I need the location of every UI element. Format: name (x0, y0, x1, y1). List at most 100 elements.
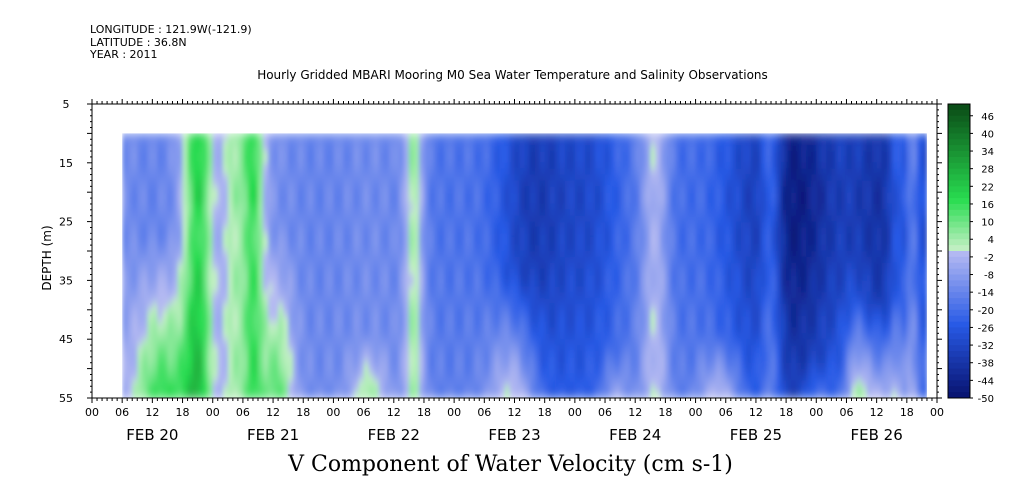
heatmap-cell (645, 362, 651, 370)
heatmap-cell (418, 151, 425, 158)
heatmap-cell (132, 168, 138, 176)
heatmap-cell (368, 350, 375, 358)
heatmap-cell (152, 221, 158, 229)
heatmap-cell (247, 251, 254, 258)
heatmap-cell (434, 233, 440, 240)
heatmap-cell (308, 350, 314, 358)
heatmap-cell (559, 233, 566, 240)
heatmap-cell (559, 192, 566, 199)
heatmap-cell (454, 356, 460, 364)
heatmap-cell (232, 374, 239, 381)
heatmap-cell (293, 345, 299, 352)
heatmap-cell (122, 139, 128, 146)
heatmap-cell (308, 145, 314, 152)
heatmap-cell (313, 339, 319, 346)
heatmap-cell (227, 233, 234, 240)
heatmap-cell (283, 221, 289, 229)
heatmap-cell (484, 350, 490, 358)
heatmap-cell (600, 392, 606, 398)
heatmap-cell (524, 203, 531, 211)
heatmap-cell (212, 280, 219, 287)
heatmap-cell (373, 380, 380, 387)
heatmap-cell (469, 174, 475, 182)
heatmap-cell (499, 362, 506, 370)
heatmap-cell (343, 303, 350, 311)
heatmap-cell (398, 286, 405, 293)
heatmap-cell (172, 209, 179, 217)
heatmap-cell (348, 156, 355, 164)
heatmap-cell (403, 386, 410, 393)
heatmap-cell (499, 256, 506, 264)
heatmap-cell (242, 151, 249, 158)
heatmap-cell (554, 139, 561, 146)
heatmap-cell (348, 345, 355, 352)
heatmap-cell (534, 327, 541, 334)
heatmap-cell (444, 280, 450, 287)
heatmap-cell (278, 315, 284, 323)
heatmap-cell (242, 303, 249, 311)
heatmap-cell (283, 380, 289, 387)
heatmap-cell (449, 315, 455, 323)
heatmap-cell (127, 356, 133, 364)
heatmap-cell (182, 268, 189, 276)
heatmap-cell (132, 174, 138, 182)
heatmap-cell (217, 156, 224, 164)
heatmap-cell (413, 362, 420, 370)
heatmap-cell (439, 203, 445, 211)
heatmap-cell (519, 333, 526, 340)
heatmap-cell (278, 139, 284, 146)
heatmap-cell (122, 345, 128, 352)
heatmap-cell (650, 180, 656, 187)
heatmap-cell (554, 303, 561, 311)
heatmap-cell (313, 186, 319, 193)
heatmap-cell (313, 368, 319, 376)
heatmap-cell (645, 386, 651, 393)
heatmap-cell (449, 192, 455, 199)
heatmap-cell (127, 280, 133, 287)
heatmap-cell (635, 339, 641, 346)
heatmap-cell (207, 198, 214, 205)
heatmap-cell (343, 162, 350, 170)
heatmap-cell (197, 345, 204, 352)
heatmap-cell (388, 292, 395, 299)
heatmap-cell (247, 227, 254, 234)
heatmap-cell (408, 139, 415, 146)
heatmap-cell (499, 368, 506, 376)
heatmap-cell (569, 262, 576, 270)
heatmap-cell (574, 280, 581, 287)
heatmap-cell (137, 298, 143, 305)
heatmap-cell (187, 209, 194, 217)
heatmap-cell (268, 362, 274, 370)
heatmap-cell (182, 156, 189, 164)
heatmap-cell (650, 168, 656, 176)
heatmap-cell (499, 321, 506, 329)
heatmap-cell (594, 145, 601, 152)
heatmap-cell (303, 309, 309, 317)
heatmap-cell (499, 303, 506, 311)
heatmap-cell (524, 327, 531, 334)
heatmap-cell (152, 209, 158, 217)
heatmap-cell (328, 292, 335, 299)
heatmap-cell (237, 386, 244, 393)
heatmap-cell (439, 233, 445, 240)
heatmap-cell (167, 251, 174, 258)
heatmap-cell (288, 245, 294, 252)
heatmap-cell (600, 256, 606, 264)
heatmap-cell (635, 203, 641, 211)
heatmap-cell (655, 174, 661, 182)
heatmap-cell (423, 245, 430, 252)
heatmap-cell (293, 262, 299, 270)
heatmap-cell (449, 303, 455, 311)
heatmap-cell (439, 251, 445, 258)
heatmap-cell (579, 239, 586, 246)
heatmap-cell (232, 356, 239, 364)
heatmap-cell (600, 280, 606, 287)
heatmap-cell (600, 315, 606, 323)
heatmap-cell (147, 262, 153, 270)
heatmap-cell (202, 274, 209, 281)
heatmap-cell (539, 227, 546, 234)
heatmap-cell (263, 156, 269, 164)
heatmap-cell (222, 227, 229, 234)
heatmap-cell (182, 174, 189, 182)
heatmap-cell (494, 268, 501, 276)
